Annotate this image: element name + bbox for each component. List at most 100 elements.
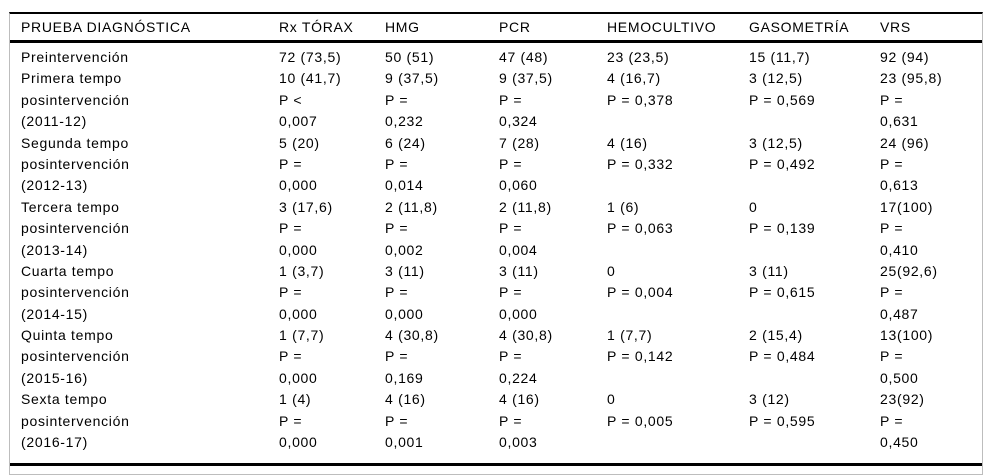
cell-line: 4 (16) [607,134,648,151]
cell-line: 4 (16) [385,391,426,408]
column-header-prueba-diagnostica: PRUEBA DIAGNÓSTICA [21,19,191,35]
cell-line: P = [279,348,303,365]
cell-line: 3 (11) [385,262,425,279]
cell-line: P = [279,155,303,172]
cell-line: Cuarta tempo [21,262,115,279]
value-cell: 9 (37,5) P = 0,324 [499,68,607,132]
cell-line: posintervención [21,155,130,172]
cell-line: P = 0,142 [607,348,674,365]
cell-line: posintervención [21,220,130,237]
value-cell: 4 (16) P = 0,001 [385,389,499,453]
value-cell: 0 P = 0,005 [607,389,749,453]
value-cell: 9 (37,5) P = 0,232 [385,68,499,132]
cell-line: 0,232 [385,113,424,130]
cell-line: (2015-16) [21,369,89,386]
cell-line: 9 (37,5) [499,70,553,87]
cell-line: 10 (41,7) [279,70,342,87]
cell-line: 1 (6) [607,198,640,215]
cell-line: Segunda tempo [21,134,129,151]
table-row: Quinta tempo posintervención (2015-16) 1 (7… [10,325,982,389]
value-cell: 4 (16) P = 0,332 [607,133,749,197]
cell-line: 0,002 [385,241,424,258]
cell-line: 3 (11) [749,262,789,279]
cell-line: P = 0,484 [749,348,816,365]
cell-line: 2 (11,8) [385,198,438,215]
cell-line: 0 [607,391,616,408]
value-cell: 92 (94) [880,47,982,68]
cell-line: 0,000 [279,369,318,386]
cell-line: 17(100) [880,198,934,215]
cell-line: 3 (12,5) [749,134,803,151]
value-cell: 50 (51) [385,47,499,68]
cell-line: (2012-13) [21,177,89,194]
cell-line: 50 (51) [385,49,435,65]
cell-line: 3 (17,6) [279,198,333,215]
value-cell: 1 (6) P = 0,063 [607,197,749,261]
cell-line: 4 (30,8) [385,327,439,344]
cell-line: 13(100) [880,327,934,344]
value-cell: 3 (12) P = 0,595 [749,389,880,453]
cell-line: (2013-14) [21,241,89,258]
cell-line: P = 0,615 [749,284,816,301]
cell-line: 1 (3,7) [279,262,325,279]
cell-line: P = 0,063 [607,220,674,237]
cell-line: 4 (30,8) [499,327,553,344]
column-header-pcr: PCR [499,19,531,35]
cell-line: P = [880,348,904,365]
row-label-cell: Cuarta tempo posintervención (2014-15) [21,261,279,325]
cell-line: 0,003 [499,434,538,451]
cell-line: Primera tempo [21,70,122,87]
cell-line: 47 (48) [499,49,549,65]
cell-line: 4 (16,7) [607,70,661,87]
cell-line: 0,224 [499,369,538,386]
cell-line: P = [880,412,904,429]
cell-line: 0,060 [499,177,538,194]
cell-line: 6 (24) [385,134,426,151]
cell-line: P = [880,220,904,237]
table-row: Sexta tempo posintervención (2016-17) 1 (4)… [10,389,982,453]
cell-line: 72 (73,5) [279,49,342,65]
column-header-gasometria: GASOMETRÍA [749,19,850,35]
cell-line: P = [279,412,303,429]
value-cell: 17(100) P = 0,410 [880,197,982,261]
cell-line: 23(92) [880,391,925,408]
cell-line: 0,000 [279,177,318,194]
cell-line: 1 (4) [279,391,312,408]
cell-line: 3 (11) [499,262,539,279]
value-cell: 23 (23,5) [607,47,749,68]
value-cell: 1 (4) P = 0,000 [279,389,385,453]
cell-line: 15 (11,7) [749,49,811,65]
cell-line: P = 0,139 [749,220,816,237]
row-label-cell: Segunda tempo posintervención (2012-13) [21,133,279,197]
cell-line: P = [385,155,409,172]
cell-line: P = 0,378 [607,91,674,108]
cell-line: posintervención [21,348,130,365]
value-cell: 3 (12,5) P = 0,492 [749,133,880,197]
cell-line: 23 (23,5) [607,49,670,65]
cell-line: 1 (7,7) [607,327,653,344]
cell-line: 9 (37,5) [385,70,439,87]
cell-line: P = [499,348,523,365]
cell-line: P = [385,91,409,108]
value-cell: 3 (11) P = 0,000 [385,261,499,325]
cell-line: 7 (28) [499,134,540,151]
column-header-vrs: VRS [880,19,911,35]
cell-line: 25(92,6) [880,262,938,279]
column-header-hemocultivo: HEMOCULTIVO [607,19,717,35]
value-cell: 4 (16,7) P = 0,378 [607,68,749,132]
cell-line: posintervención [21,284,130,301]
value-cell: 47 (48) [499,47,607,68]
cell-line: (2016-17) [21,434,89,451]
cell-line: P < [279,91,303,108]
table-row: Preintervención 72 (73,5) 50 (51) 47 (48) 23… [10,47,982,68]
cell-line: 0,007 [279,113,318,130]
cell-line: P = [385,220,409,237]
cell-line: Preintervención [21,49,129,65]
value-cell: 2 (15,4) P = 0,484 [749,325,880,389]
cell-line: P = [499,284,523,301]
cell-line: 0,000 [385,305,424,322]
cell-line: P = 0,492 [749,155,816,172]
value-cell: 25(92,6) P = 0,487 [880,261,982,325]
cell-line: Tercera tempo [21,198,120,215]
cell-line: P = [880,155,904,172]
